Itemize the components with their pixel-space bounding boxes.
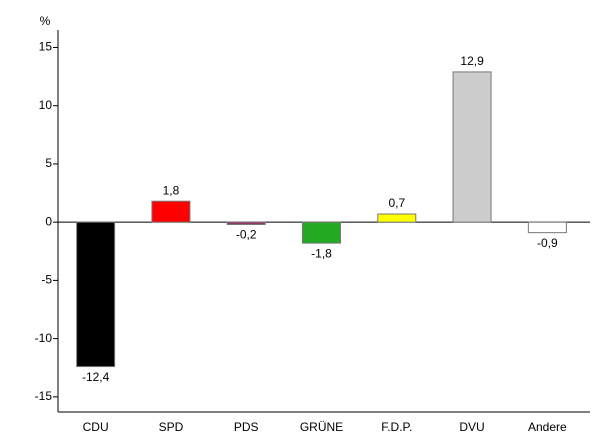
- bar: [76, 221, 116, 368]
- y-tick-label: 15: [39, 40, 53, 54]
- y-axis-label: %: [40, 14, 51, 28]
- bar: [377, 213, 417, 223]
- x-tick-label: CDU: [83, 420, 109, 434]
- y-tick-label: 10: [39, 98, 53, 112]
- x-tick-label: DVU: [459, 420, 484, 434]
- bar: [452, 71, 492, 223]
- y-tick-label: -10: [35, 331, 53, 345]
- value-label: -1,8: [311, 246, 332, 260]
- value-label: 0,7: [388, 196, 405, 210]
- value-label: -12,4: [82, 370, 110, 384]
- bar: [151, 200, 191, 223]
- bar: [527, 221, 567, 234]
- y-tick-label: 5: [45, 156, 52, 170]
- y-tick-label: -5: [41, 273, 52, 287]
- value-label: 12,9: [460, 54, 484, 68]
- value-label: 1,8: [163, 183, 180, 197]
- x-tick-label: GRÜNE: [300, 420, 343, 434]
- y-tick-label: -15: [35, 389, 53, 403]
- x-tick-label: F.D.P.: [381, 420, 412, 434]
- x-tick-label: SPD: [159, 420, 184, 434]
- bar: [226, 221, 266, 225]
- value-label: -0,9: [537, 236, 558, 250]
- x-tick-label: Andere: [528, 420, 567, 434]
- bar: [302, 221, 341, 244]
- value-label: -0,2: [236, 228, 257, 242]
- y-tick-label: 0: [45, 214, 52, 228]
- x-tick-label: PDS: [234, 420, 259, 434]
